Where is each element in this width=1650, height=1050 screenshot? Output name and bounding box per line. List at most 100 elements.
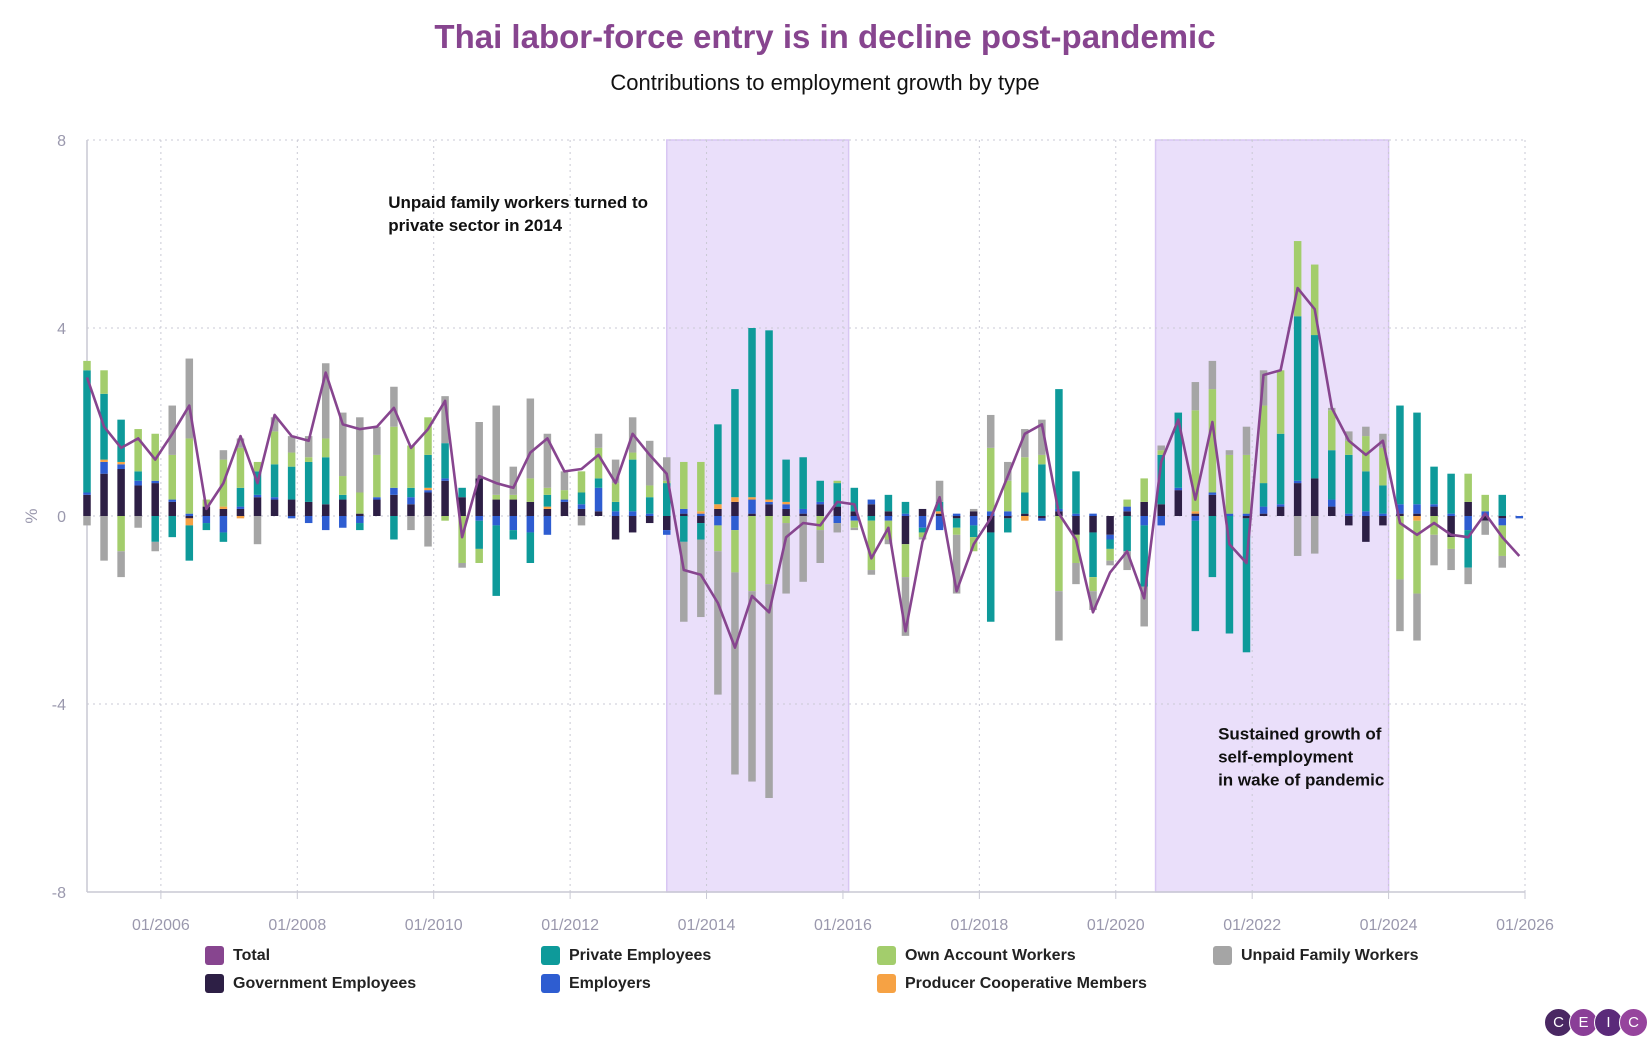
bar-private-employees (1293, 316, 1302, 481)
bar-employers (492, 516, 500, 526)
logo-letter-c2: C (1619, 1008, 1648, 1037)
bar-private-employees (1140, 525, 1148, 587)
x-tick-label: 01/2022 (1223, 917, 1281, 934)
bar-own-account-workers (117, 516, 125, 552)
bar-unpaid-family-workers (850, 527, 859, 531)
bar-own-account-workers (1140, 478, 1148, 502)
bar-private-employees (799, 457, 807, 509)
legend-item-employers[interactable]: Employers (541, 974, 877, 993)
bar-employers (253, 494, 262, 498)
bar-government-employees (884, 511, 893, 516)
bar-employers (952, 513, 961, 516)
bar-own-account-workers (850, 520, 859, 528)
bar-own-account-workers (1276, 370, 1285, 434)
bar-own-account-workers (867, 520, 876, 571)
bar-government-employees (1345, 516, 1353, 526)
y-tick-label: 8 (57, 133, 66, 150)
legend-item-government-employees[interactable]: Government Employees (205, 974, 541, 993)
bar-own-account-workers (373, 454, 381, 498)
x-tick-label: 01/2026 (1496, 917, 1554, 934)
bar-unpaid-family-workers (645, 440, 654, 486)
bar-employers (799, 508, 807, 514)
bar-own-account-workers (1481, 494, 1489, 512)
x-tick-label: 01/2018 (950, 917, 1008, 934)
bar-private-employees (219, 532, 228, 542)
bar-producer-cooperative-members (748, 497, 756, 500)
bar-own-account-workers (918, 532, 927, 538)
bar-unpaid-family-workers (1430, 534, 1438, 566)
bar-government-employees (1276, 506, 1285, 516)
bar-employers (1123, 506, 1131, 512)
bar-employers (321, 516, 330, 531)
bar-own-account-workers (526, 478, 535, 502)
legend-swatch (205, 974, 224, 993)
bar-private-employees (952, 518, 961, 528)
bar-government-employees (543, 508, 552, 516)
bar-own-account-workers (611, 483, 620, 502)
legend-label: Private Employees (569, 946, 712, 964)
legend-item-total[interactable]: Total (205, 946, 541, 965)
bar-government-employees (765, 504, 773, 516)
bar-unpaid-family-workers (1106, 560, 1114, 566)
bar-government-employees (83, 494, 91, 516)
bar-government-employees (1157, 504, 1165, 516)
bar-producer-cooperative-members (236, 516, 245, 519)
bar-own-account-workers (1413, 520, 1421, 594)
legend-item-private-employees[interactable]: Private Employees (541, 946, 877, 965)
bar-private-employees (680, 516, 688, 542)
bar-unpaid-family-workers (986, 414, 995, 448)
bar-private-employees (287, 466, 296, 500)
bar-unpaid-family-workers (1396, 579, 1404, 632)
bar-government-employees (594, 511, 603, 516)
bar-employers (1515, 516, 1524, 519)
x-tick-label: 01/2012 (541, 917, 599, 934)
bar-own-account-workers (1191, 410, 1200, 512)
legend-label: Unpaid Family Workers (1241, 946, 1419, 964)
bar-government-employees (526, 501, 535, 516)
bar-private-employees (1242, 518, 1251, 653)
bar-employers (1225, 513, 1234, 516)
bar-own-account-workers (407, 445, 415, 488)
bar-own-account-workers (1055, 516, 1063, 592)
bar-unpaid-family-workers (1089, 591, 1097, 610)
legend-item-producer-cooperative-members[interactable]: Producer Cooperative Members (877, 974, 1213, 993)
bar-employers (1157, 516, 1165, 526)
bar-government-employees (356, 513, 364, 516)
bar-private-employees (1021, 492, 1029, 514)
x-tick-label: 01/2020 (1087, 917, 1145, 934)
bar-government-employees (509, 499, 518, 516)
bar-private-employees (1208, 516, 1217, 578)
bar-government-employees (1481, 516, 1489, 521)
bar-private-employees (270, 464, 279, 498)
bar-unpaid-family-workers (339, 412, 347, 477)
bar-employers (270, 497, 279, 500)
legend-item-own-account-workers[interactable]: Own Account Workers (877, 946, 1213, 965)
bar-unpaid-family-workers (1481, 520, 1489, 535)
legend-item-unpaid-family-workers[interactable]: Unpaid Family Workers (1213, 946, 1455, 965)
bar-producer-cooperative-members (935, 511, 944, 514)
bar-producer-cooperative-members (424, 487, 432, 491)
bar-unpaid-family-workers (1123, 551, 1131, 571)
bar-employers (1362, 511, 1370, 516)
bar-government-employees (151, 483, 159, 516)
bar-unpaid-family-workers (969, 508, 978, 512)
bar-government-employees (611, 516, 620, 540)
bar-government-employees (782, 508, 790, 516)
bar-private-employees (407, 487, 415, 498)
bar-private-employees (1345, 454, 1353, 514)
bar-own-account-workers (816, 516, 824, 531)
bar-unpaid-family-workers (441, 396, 449, 444)
bar-private-employees (509, 530, 518, 540)
bar-employers (697, 513, 705, 516)
bar-private-employees (441, 443, 449, 479)
legend-swatch (205, 946, 224, 965)
x-tick-label: 01/2006 (132, 917, 190, 934)
bar-own-account-workers (424, 417, 432, 455)
bar-own-account-workers (901, 544, 910, 578)
bar-producer-cooperative-members (1413, 516, 1421, 521)
bar-private-employees (1413, 412, 1421, 505)
bar-employers (594, 487, 603, 512)
bar-employers (1396, 504, 1404, 514)
bar-own-account-workers (645, 485, 654, 498)
bar-private-employees (1055, 389, 1063, 509)
